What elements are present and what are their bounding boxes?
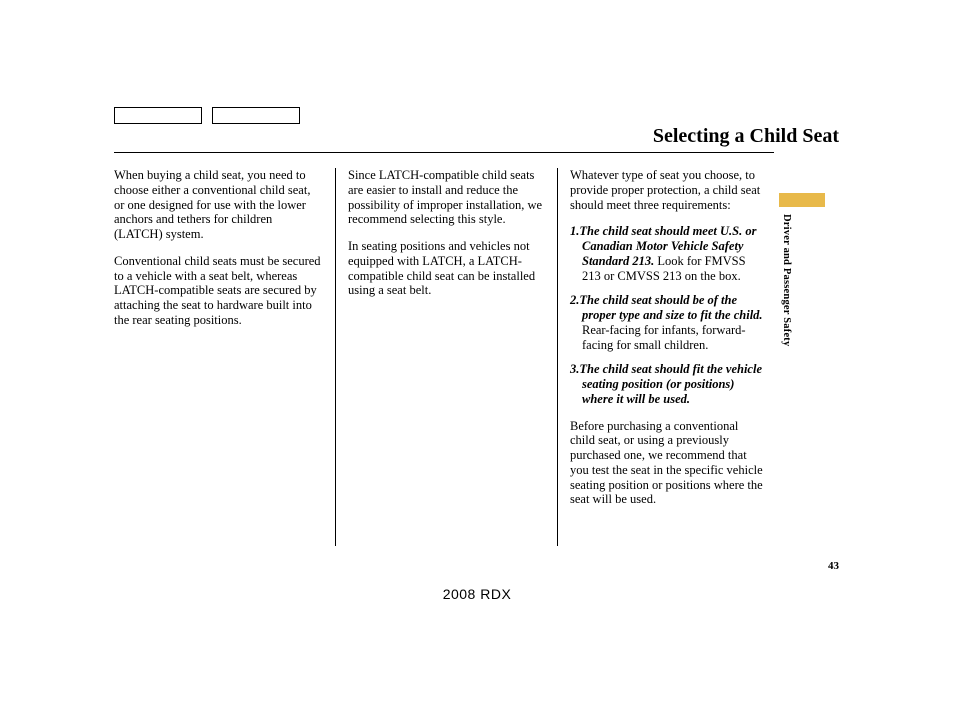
requirement-2: 2.The child seat should be of the proper… xyxy=(570,293,764,352)
section-side-label: Driver and Passenger Safety xyxy=(778,214,792,374)
column-1: When buying a child seat, you need to ch… xyxy=(114,168,336,546)
req3-bold: The child seat should fit the vehicle se… xyxy=(579,362,762,406)
col1-para-1: When buying a child seat, you need to ch… xyxy=(114,168,323,242)
column-2: Since LATCH-compatible child seats are e… xyxy=(336,168,558,546)
col3-intro: Whatever type of seat you choose, to pro… xyxy=(570,168,764,212)
col2-para-2: In seating positions and vehicles not eq… xyxy=(348,239,545,298)
col2-para-1: Since LATCH-compatible child seats are e… xyxy=(348,168,545,227)
requirements-list: 1.The child seat should meet U.S. or Can… xyxy=(570,224,764,406)
footer-model: 2008 RDX xyxy=(0,586,954,602)
top-box-row xyxy=(114,107,300,124)
top-box-1 xyxy=(114,107,202,124)
col1-para-2: Conventional child seats must be secured… xyxy=(114,254,323,328)
req2-num: 2. xyxy=(570,293,579,307)
req2-bold: The child seat should be of the proper t… xyxy=(579,293,762,322)
req1-num: 1. xyxy=(570,224,579,238)
col3-outro: Before purchasing a conventional child s… xyxy=(570,419,764,508)
column-3: Whatever type of seat you choose, to pro… xyxy=(558,168,774,546)
req3-num: 3. xyxy=(570,362,579,376)
title-underline xyxy=(114,152,774,153)
top-box-2 xyxy=(212,107,300,124)
req2-rest: Rear-facing for infants, forward-facing … xyxy=(582,323,746,352)
requirement-1: 1.The child seat should meet U.S. or Can… xyxy=(570,224,764,283)
content-columns: When buying a child seat, you need to ch… xyxy=(114,168,774,546)
side-accent-tab xyxy=(779,193,825,207)
manual-page: Selecting a Child Seat When buying a chi… xyxy=(0,0,954,710)
page-title: Selecting a Child Seat xyxy=(653,125,839,148)
page-number: 43 xyxy=(828,560,839,572)
requirement-3: 3.The child seat should fit the vehicle … xyxy=(570,362,764,406)
